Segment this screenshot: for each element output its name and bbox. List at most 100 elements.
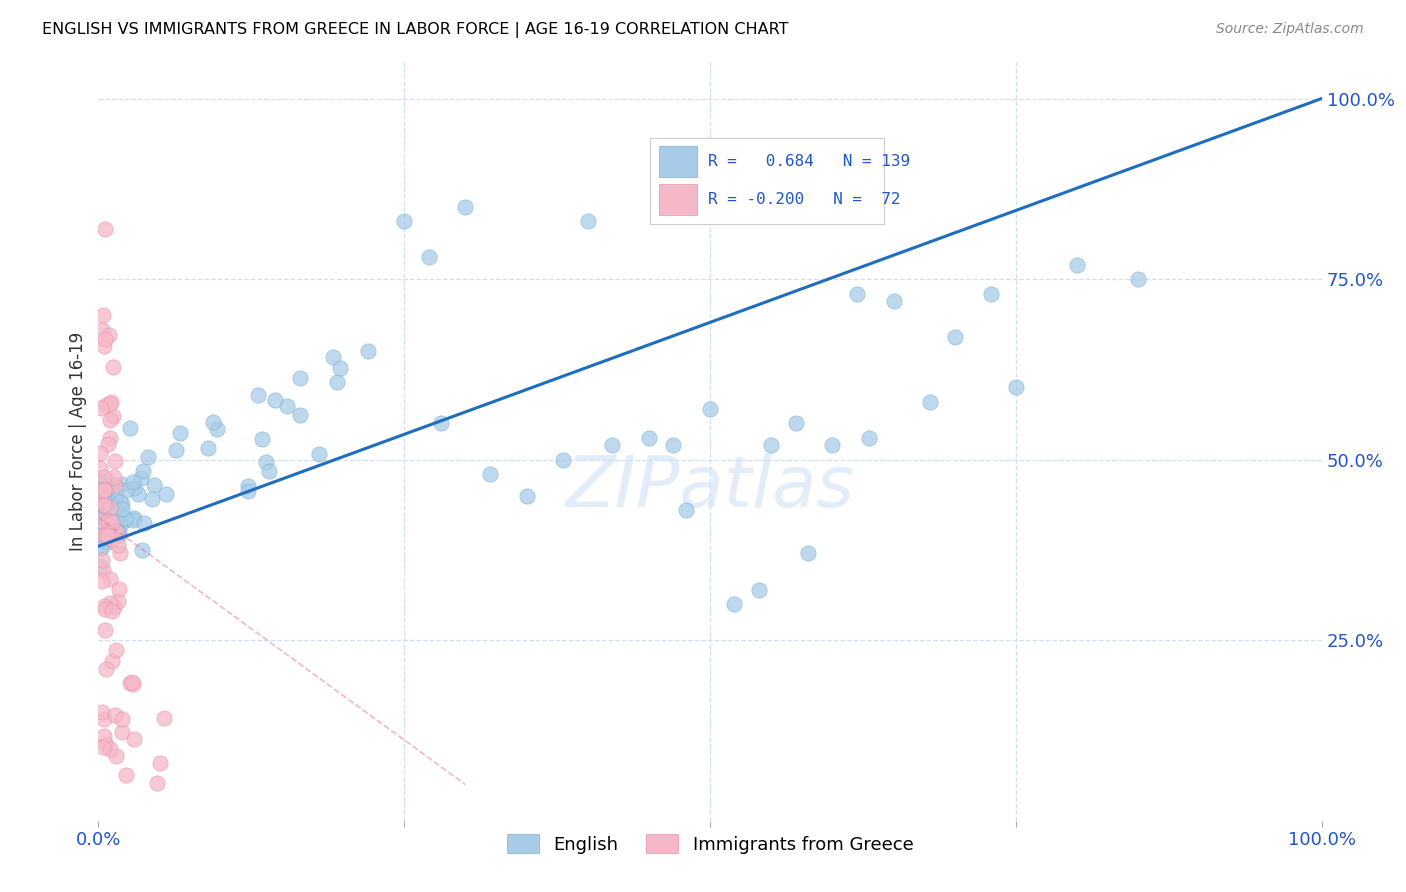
- Point: [392, 214, 416, 228]
- Point: [662, 438, 685, 452]
- Text: ZIPatlas: ZIPatlas: [565, 452, 855, 522]
- Point: [103, 526, 125, 541]
- Point: [94, 500, 117, 515]
- Point: [845, 286, 868, 301]
- Point: [104, 488, 127, 502]
- Point: [165, 442, 187, 457]
- Point: [148, 756, 170, 771]
- Point: [132, 516, 155, 531]
- Point: [93, 470, 115, 484]
- Point: [97, 437, 120, 451]
- Bar: [659, 145, 696, 177]
- Point: [553, 452, 575, 467]
- Point: [107, 526, 129, 541]
- Point: [91, 308, 114, 322]
- Text: Source: ZipAtlas.com: Source: ZipAtlas.com: [1216, 22, 1364, 37]
- Point: [136, 450, 159, 464]
- Point: [104, 708, 127, 723]
- Point: [308, 447, 330, 461]
- Point: [600, 438, 623, 452]
- Point: [94, 500, 117, 514]
- Point: [98, 596, 121, 610]
- Point: [257, 464, 280, 478]
- Point: [91, 553, 114, 567]
- Point: [169, 425, 191, 440]
- Point: [430, 417, 453, 431]
- Point: [89, 500, 111, 514]
- Point: [418, 251, 440, 265]
- Point: [90, 482, 112, 496]
- Point: [89, 445, 111, 459]
- Point: [107, 538, 129, 552]
- Point: [121, 475, 143, 490]
- Point: [90, 541, 112, 555]
- Point: [93, 483, 115, 497]
- Point: [943, 330, 966, 344]
- Point: [90, 532, 112, 546]
- Point: [97, 510, 120, 524]
- Point: [93, 509, 115, 524]
- Point: [748, 582, 770, 597]
- Point: [94, 482, 117, 496]
- Point: [89, 514, 111, 528]
- Point: [93, 712, 115, 726]
- Point: [111, 502, 134, 516]
- Point: [576, 214, 599, 228]
- Point: [93, 498, 115, 512]
- Bar: [659, 185, 696, 215]
- Point: [90, 574, 112, 588]
- Point: [236, 479, 259, 493]
- Point: [96, 492, 118, 507]
- Point: [93, 520, 115, 534]
- Point: [129, 471, 152, 485]
- Point: [478, 467, 501, 481]
- Point: [96, 527, 118, 541]
- Point: [1004, 380, 1026, 394]
- Point: [197, 441, 219, 455]
- Point: [122, 731, 145, 746]
- Point: [101, 409, 124, 423]
- Point: [101, 359, 124, 374]
- Point: [90, 401, 112, 416]
- Point: [723, 597, 745, 611]
- Point: [276, 399, 298, 413]
- Point: [93, 730, 115, 744]
- Point: [98, 495, 121, 509]
- Point: [821, 438, 844, 452]
- Point: [105, 524, 128, 538]
- Point: [326, 375, 349, 389]
- Point: [93, 221, 115, 235]
- Point: [93, 599, 115, 613]
- Point: [675, 503, 697, 517]
- Point: [100, 532, 122, 546]
- Point: [104, 478, 127, 492]
- Point: [90, 705, 112, 719]
- Point: [205, 422, 228, 436]
- Point: [118, 421, 141, 435]
- Point: [98, 519, 121, 533]
- Point: [101, 655, 124, 669]
- Point: [89, 541, 111, 556]
- Point: [98, 502, 121, 516]
- Point: [111, 496, 134, 510]
- Point: [104, 454, 127, 468]
- Point: [290, 408, 312, 422]
- Point: [100, 500, 122, 515]
- Point: [356, 344, 378, 359]
- Point: [96, 474, 118, 488]
- Point: [920, 394, 942, 409]
- Point: [104, 513, 127, 527]
- Point: [91, 533, 114, 548]
- Point: [89, 507, 111, 521]
- Text: ENGLISH VS IMMIGRANTS FROM GREECE IN LABOR FORCE | AGE 16-19 CORRELATION CHART: ENGLISH VS IMMIGRANTS FROM GREECE IN LAB…: [42, 22, 789, 38]
- Legend: English, Immigrants from Greece: English, Immigrants from Greece: [499, 827, 921, 861]
- Point: [105, 482, 128, 496]
- Point: [104, 642, 127, 657]
- Point: [103, 470, 125, 484]
- Point: [104, 520, 127, 534]
- Point: [252, 432, 274, 446]
- Point: [153, 711, 176, 725]
- Point: [101, 604, 124, 618]
- Point: [114, 511, 136, 525]
- Point: [96, 494, 118, 508]
